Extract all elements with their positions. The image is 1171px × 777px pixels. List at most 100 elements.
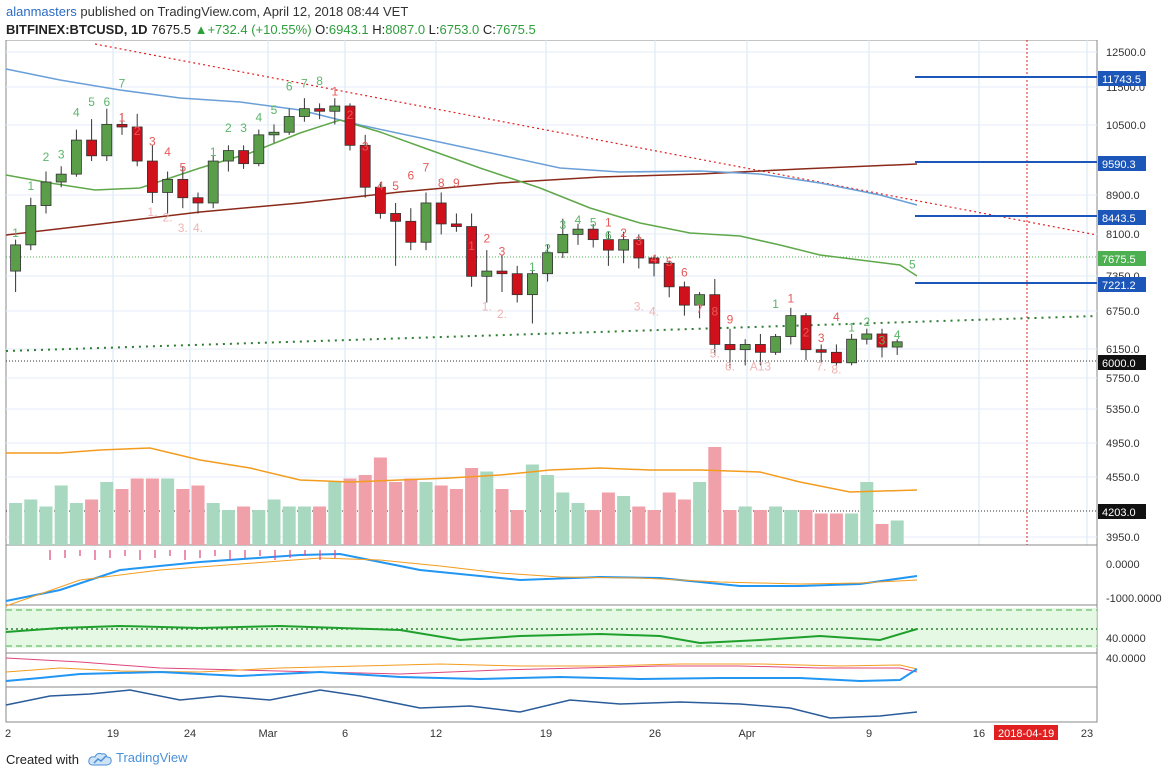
volume-bar [328,482,342,545]
last-price: 7675.5 [151,22,191,37]
ma-mid-line [5,68,918,206]
volume-bar [434,485,448,545]
price-label: 8443.5 [1102,213,1136,225]
candle-body [891,341,903,348]
volume-bar [85,499,99,545]
tradingview-logo[interactable]: TradingView [88,750,188,766]
candle-body [435,202,447,225]
low-label: L: [428,22,440,37]
td-count-up: 1 [772,297,779,311]
candle-body [268,131,280,136]
td-count-up: 5 [88,95,95,109]
x-tick-label: 19 [107,728,119,740]
td-count-up: 3 [240,121,247,135]
rsi-tick-label: 40.0000 [1106,633,1146,645]
td-count-up: 3 [58,147,65,161]
candle-body [390,213,402,222]
volume-bar [799,510,813,545]
volume-bar [69,503,83,545]
candle-body [344,105,356,146]
candle-body [481,270,493,277]
td-count-down: 4 [164,145,171,159]
td-count-up: 4 [255,111,262,125]
volume-bar [313,506,327,545]
candle-body [846,338,857,364]
volume-bar [495,489,509,545]
candle-body [542,252,553,275]
td-count-down: 3 [818,331,825,345]
candle-body [116,123,128,128]
td-mark: 2. [163,210,173,224]
volume-bar [9,503,23,545]
candle-body [587,228,599,241]
td-count-down: 6 [681,265,688,279]
td-count-up: 4 [73,106,80,120]
volume-bar [632,506,646,545]
author-link[interactable]: alanmasters [6,4,77,19]
candle-body [55,173,67,183]
low-value: 6753.0 [439,22,480,37]
td-mark: 4. [193,221,203,235]
created-with-text: Created with [6,752,79,767]
symbol-line: BITFINEX:BTCUSD, 1D 7675.5 ▲+732.4 (+10.… [6,22,536,37]
y-tick-label: 10500.0 [1106,120,1146,132]
td-count-up: 1 [848,320,855,334]
price-label: 7221.2 [1102,280,1136,292]
candle-body [71,139,82,175]
footer: Created with TradingView [0,745,1171,777]
candle-body [10,244,22,272]
volume-bar [39,506,53,545]
td-count-down: 1 [119,111,126,125]
candle-body [496,270,508,275]
price-label: 6000.0 [1102,358,1136,370]
td-count-down: 4 [833,310,840,324]
main-pane-frame [5,40,1098,546]
td-count-up: 2 [863,315,870,329]
td-count-down: 5 [392,179,399,193]
candle-body [755,344,766,353]
td-count-up: 2 [544,242,551,256]
candle-body [663,262,675,288]
candle-body [405,220,417,243]
td-count-down: 8 [711,305,718,319]
high-value: 8087.0 [385,22,426,37]
candle-body [101,123,113,157]
volume-bar [282,506,296,545]
price-label-box [1098,251,1146,266]
y-tick-label: 12500.0 [1106,47,1146,59]
macd-tick-label: -1000.0000 [1106,593,1162,605]
td-count-down: 3 [149,134,156,148]
td-count-down: 6 [407,168,414,182]
candle-body [694,294,705,306]
candle-body [40,181,52,206]
volume-bar [373,457,387,545]
volume-bar [769,506,783,545]
td-count-up: 5 [909,257,916,271]
td-count-up: 2 [43,150,50,164]
volume-bar [860,482,874,545]
td-count-down: 1 [605,216,612,230]
volume-bar [54,485,68,545]
candle-body [800,315,812,351]
macd-tick-label: 0.0000 [1106,559,1140,571]
td-count-up: 1 [12,226,19,240]
candle-body [785,315,797,337]
volume-bar [206,503,220,545]
candle-body [374,186,386,214]
td-count-up: 2 [225,121,232,135]
symbol-label: BITFINEX:BTCUSD, 1D [6,22,148,37]
stoch-d-line [5,663,918,673]
candle-body [709,294,721,345]
volume-bar [130,478,144,545]
td-count-down: 3 [635,234,642,248]
td-count-up: 6 [286,79,293,93]
candle-body [314,108,326,112]
td-count-down: 1 [331,85,338,99]
candle-body [876,333,888,348]
td-count-up: 3 [879,333,886,347]
td-mark: 3. [178,221,188,235]
candle-body [633,239,645,259]
volume-bar [845,513,859,545]
x-tick-label: 9 [866,728,872,740]
